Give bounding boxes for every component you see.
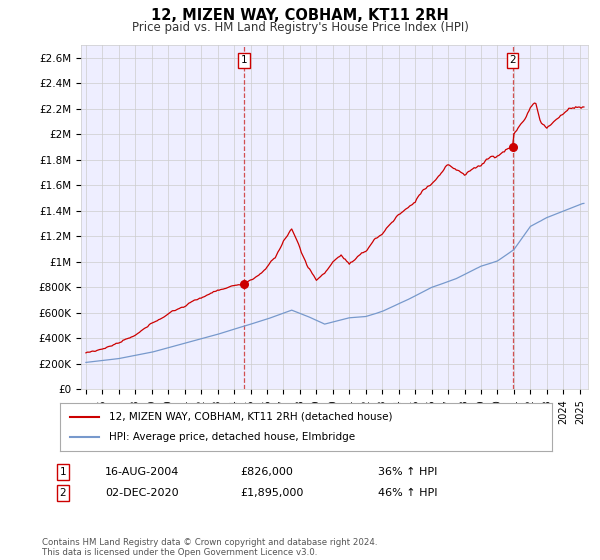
Text: 1: 1 <box>241 55 248 65</box>
Text: £1,895,000: £1,895,000 <box>240 488 304 498</box>
Text: 16-AUG-2004: 16-AUG-2004 <box>105 467 179 477</box>
Text: Contains HM Land Registry data © Crown copyright and database right 2024.
This d: Contains HM Land Registry data © Crown c… <box>42 538 377 557</box>
Text: 2: 2 <box>509 55 516 65</box>
Text: 02-DEC-2020: 02-DEC-2020 <box>105 488 179 498</box>
Text: Price paid vs. HM Land Registry's House Price Index (HPI): Price paid vs. HM Land Registry's House … <box>131 21 469 34</box>
Text: HPI: Average price, detached house, Elmbridge: HPI: Average price, detached house, Elmb… <box>109 432 355 442</box>
Text: 2: 2 <box>59 488 67 498</box>
Text: 12, MIZEN WAY, COBHAM, KT11 2RH (detached house): 12, MIZEN WAY, COBHAM, KT11 2RH (detache… <box>109 412 392 422</box>
Text: 1: 1 <box>59 467 67 477</box>
Text: 46% ↑ HPI: 46% ↑ HPI <box>378 488 437 498</box>
Text: 36% ↑ HPI: 36% ↑ HPI <box>378 467 437 477</box>
Text: £826,000: £826,000 <box>240 467 293 477</box>
Text: 12, MIZEN WAY, COBHAM, KT11 2RH: 12, MIZEN WAY, COBHAM, KT11 2RH <box>151 8 449 24</box>
